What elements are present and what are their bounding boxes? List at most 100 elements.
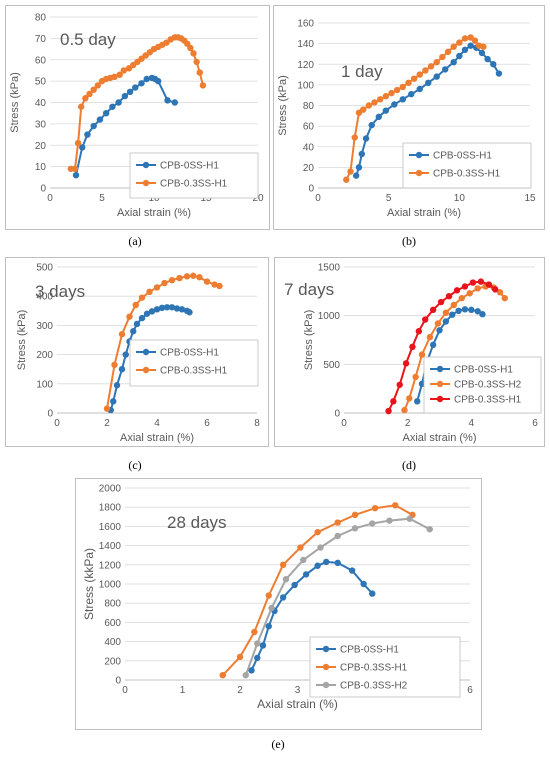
x-tick-label: 0 [315, 193, 321, 204]
data-point [360, 580, 367, 588]
data-point [415, 328, 423, 335]
data-point [484, 55, 491, 63]
y-tick-label: 1500 [318, 263, 341, 274]
data-point [426, 526, 433, 533]
y-tick-label: 160 [297, 19, 314, 30]
data-point [369, 590, 376, 597]
data-point [254, 640, 261, 647]
data-point [211, 281, 218, 288]
y-tick-label: 1000 [99, 580, 122, 591]
data-point [343, 176, 350, 183]
data-point [450, 58, 457, 66]
legend-box [129, 339, 259, 387]
data-point [408, 90, 415, 98]
data-point [111, 361, 118, 369]
data-point [291, 581, 298, 589]
data-point [196, 69, 203, 76]
data-point [439, 53, 446, 61]
data-point [393, 86, 401, 94]
y-tick-label: 300 [36, 321, 53, 332]
data-point [416, 85, 423, 93]
data-point [158, 304, 166, 312]
data-point [405, 79, 412, 87]
data-point [402, 360, 410, 367]
data-point [216, 282, 223, 290]
x-axis-label: Axial strain (%) [403, 432, 477, 444]
data-point [351, 511, 359, 519]
data-point [154, 77, 162, 85]
x-tick-label: 0 [54, 418, 60, 429]
legend-entry: CPB-0SS-H1 [160, 161, 219, 172]
data-point [300, 556, 307, 564]
x-tick-label: 2 [104, 418, 110, 429]
data-point [118, 366, 126, 373]
y-tick-label: 10 [35, 162, 47, 173]
data-point [74, 139, 82, 147]
data-point [456, 52, 463, 60]
data-point [115, 99, 122, 106]
y-axis-label: Stress (kPa) [16, 310, 28, 371]
data-point [469, 279, 477, 286]
legend-swatch-marker [436, 395, 444, 403]
data-point [314, 562, 321, 569]
legend-entry: CPB-0.3SS-H2 [340, 681, 408, 692]
caption-d: (d) [402, 458, 416, 472]
data-point [399, 83, 406, 91]
data-point [186, 309, 193, 316]
data-point [474, 308, 481, 315]
data-point [199, 82, 207, 89]
y-axis-label: Stress (kkPa) [82, 548, 96, 620]
data-point [385, 407, 392, 415]
y-axis-label: Stress (kPa) [9, 72, 21, 133]
legend-box [129, 152, 259, 199]
data-point [396, 381, 403, 388]
data-point [334, 559, 341, 567]
data-point [355, 164, 363, 171]
data-point [121, 92, 129, 100]
data-point [265, 623, 272, 630]
data-point [406, 515, 413, 522]
y-axis-label: Stress (kPa) [303, 310, 315, 371]
data-point [362, 135, 370, 142]
data-point [196, 274, 203, 281]
y-tick-label: 60 [35, 55, 47, 66]
data-point [132, 301, 139, 309]
series-line-2 [222, 504, 413, 676]
legend-entry: CPB-0SS-H1 [433, 151, 492, 162]
legend-swatch-marker [142, 161, 150, 169]
y-tick-label: 0 [47, 409, 53, 420]
data-point [433, 73, 440, 80]
data-point [371, 99, 378, 106]
data-point [348, 567, 356, 574]
legend-entry: CPB-0.3SS-H1 [433, 169, 501, 180]
y-tick-label: 1200 [99, 560, 122, 571]
y-tick-label: 400 [36, 292, 53, 303]
data-point [501, 294, 508, 302]
data-point [153, 306, 161, 313]
data-point [480, 43, 487, 50]
x-tick-label: 20 [252, 193, 264, 204]
data-point [113, 382, 121, 389]
data-point [425, 79, 432, 87]
legend-entry: CPB-0.3SS-H1 [454, 395, 522, 406]
data-point [418, 380, 426, 387]
data-point [416, 71, 423, 78]
data-point [461, 306, 469, 313]
x-tick-label: 6 [204, 418, 210, 429]
chart-title: 3 days [35, 282, 85, 301]
y-tick-label: 400 [104, 637, 121, 648]
data-point [82, 95, 89, 102]
x-tick-label: 5 [386, 193, 392, 204]
legend-swatch-marker [436, 380, 444, 388]
x-tick-label: 0 [341, 418, 347, 429]
data-point [390, 398, 397, 405]
data-point [477, 278, 485, 285]
data-point [442, 309, 450, 316]
data-point [401, 406, 408, 414]
data-point [153, 284, 161, 291]
chart-title: 7 days [284, 280, 334, 299]
data-point [388, 89, 395, 97]
data-point [453, 287, 461, 294]
data-point [265, 592, 272, 599]
data-point [161, 279, 168, 287]
